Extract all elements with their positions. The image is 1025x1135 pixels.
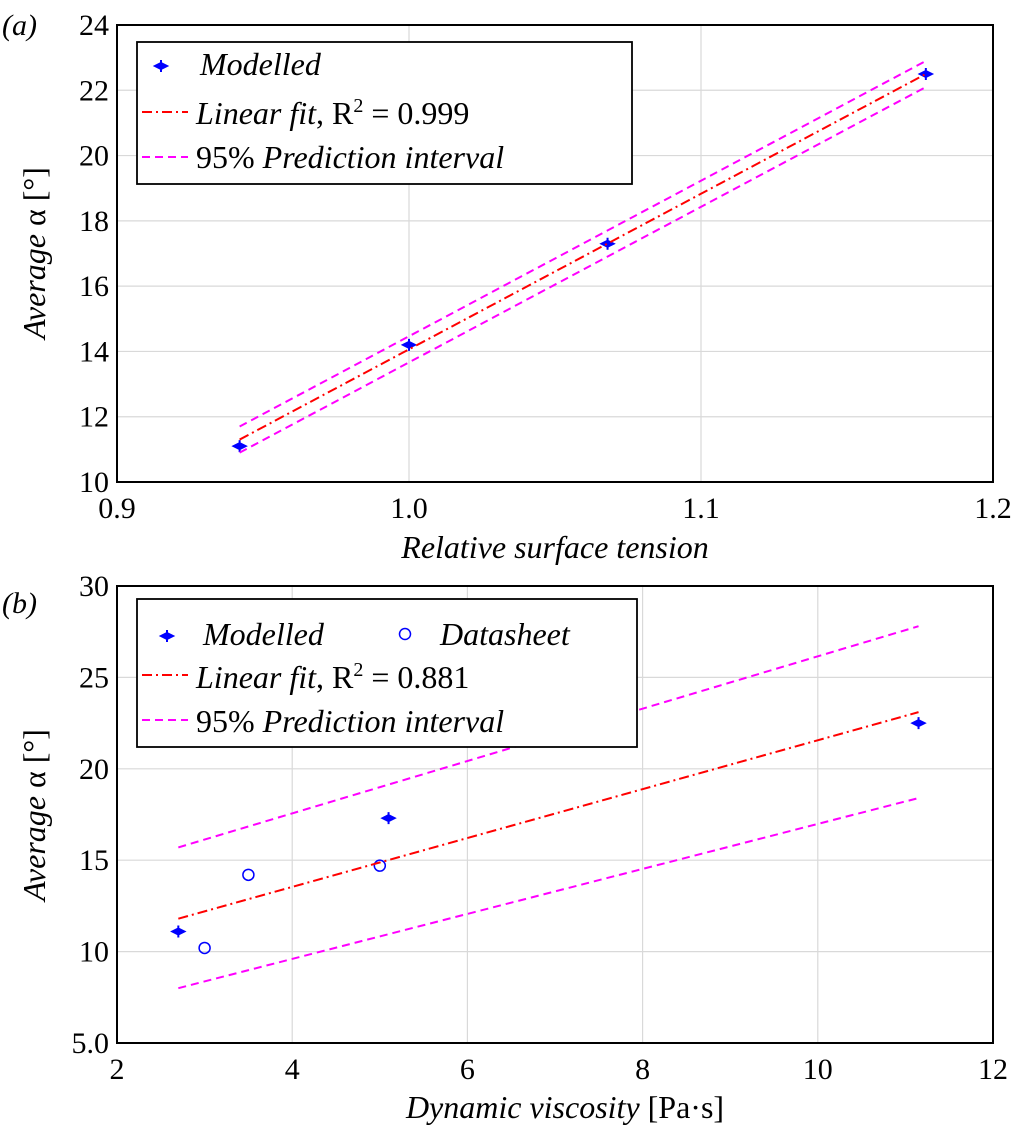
panel-a-y-tick-label: 18 <box>79 205 109 238</box>
panel-b-y-tick-label: 20 <box>79 753 109 786</box>
panel-b-y-label-plain: α [°] <box>16 729 52 796</box>
panel-a-y-tick-label: 16 <box>79 270 109 303</box>
panel-b-x-tick-label: 6 <box>460 1053 475 1086</box>
panel-b-x-label-plain: [Pa·s] <box>640 1089 724 1125</box>
panel-b-datasheet-point <box>373 859 387 872</box>
panel-b-95-prediction-interval-lower-line <box>178 797 919 990</box>
panel-b-x-tick-label: 2 <box>110 1053 125 1086</box>
panel-b-y-tick-label: 5.0 <box>72 1027 110 1060</box>
panel-b-legend: Modelled Datasheet Linear fit, R2 = 0.88… <box>136 598 638 748</box>
panel-b-y-tick-label: 25 <box>79 661 109 694</box>
panel-b-legend-pi-label: 95% Prediction interval <box>196 703 504 739</box>
panel-b-legend-modelled-marker <box>158 630 176 642</box>
panel-b-legend-box <box>136 598 638 748</box>
panel-a-linear-fit-line <box>239 73 927 441</box>
panel-a-legend-pi-plain: 95% <box>196 139 263 175</box>
panel-a-frame <box>116 24 994 483</box>
panel-a-legend-modelled-marker <box>152 60 170 72</box>
panel-a-modelled-point <box>231 440 248 453</box>
panel-b-x-label-italic: Dynamic viscosity <box>405 1089 641 1125</box>
panel-a-legend-pi-italic: Prediction interval <box>262 139 505 175</box>
panel-a-y-tick-label: 14 <box>79 335 109 368</box>
panel-b-series <box>170 625 927 990</box>
panel-b-label: (b) <box>2 587 37 620</box>
panel-a-legend-fit-sup: 2 <box>353 95 363 117</box>
panel-a-legend-fit-plain: , R <box>316 95 354 131</box>
panel-a-y-axis-label: Average α [°] <box>16 167 52 341</box>
panel-b-legend-datasheet-label: Datasheet <box>439 616 571 652</box>
panel-b-legend-pi-italic: Prediction interval <box>262 703 505 739</box>
panel-b-legend-pi-plain: 95% <box>196 703 263 739</box>
panel-b-modelled-point <box>380 812 397 825</box>
panel-a-legend-modelled-label: Modelled <box>199 46 322 82</box>
panel-a-legend-fit-italic: Linear fit <box>195 95 317 131</box>
panel-b-y-label-italic: Average <box>16 796 52 903</box>
panel-a-x-tick-label: 1.2 <box>974 492 1012 525</box>
panel-a-modelled-point <box>400 338 418 351</box>
panel-a-x-tick-label: 1.0 <box>390 492 428 525</box>
panel-a-x-axis-label: Relative surface tension <box>400 529 708 565</box>
panel-a-modelled-point <box>599 237 616 250</box>
panel-b-datasheet-point <box>242 868 255 882</box>
panel-a-legend-pi-label: 95% Prediction interval <box>196 139 504 175</box>
panel-a-y-tick-label: 22 <box>79 74 109 107</box>
panel-b-grid <box>117 586 993 1043</box>
panel-b-legend-fit-label: Linear fit, R2 = 0.881 <box>195 659 469 695</box>
panel-b-y-tick-label: 15 <box>79 844 109 877</box>
panel-b-x-tick-label: 4 <box>285 1053 300 1086</box>
panel-b-x-tick-label: 8 <box>635 1053 650 1086</box>
panel-b-ticks: 2 4 6 8 10 12 5.0 10 15 20 25 30 <box>72 570 1009 1086</box>
panel-b-x-axis-label: Dynamic viscosity [Pa·s] <box>405 1089 724 1125</box>
panel-a-series <box>231 60 935 454</box>
panel-a-ticks: 0.9 1.0 1.1 1.2 10 12 14 16 18 20 22 24 <box>79 9 1012 525</box>
panel-b-y-axis-label: Average α [°] <box>16 729 52 903</box>
panel-a-y-tick-label: 20 <box>79 140 109 173</box>
panel-b-frame <box>116 585 994 1044</box>
panel-b-95-prediction-interval-upper-line <box>178 625 919 849</box>
panel-b-datasheet-point <box>198 941 211 955</box>
panel-a-legend-fit-tail: = 0.999 <box>363 95 469 131</box>
panel-a-y-label-italic: Average <box>16 234 52 341</box>
panel-a-y-tick-label: 24 <box>79 9 109 42</box>
panel-a-legend: Modelled Linear fit, R2 = 0.999 95% Pred… <box>136 41 633 185</box>
panel-b-x-tick-label: 10 <box>803 1053 833 1086</box>
panel-a-x-tick-label: 1.1 <box>682 492 720 525</box>
panel-b-y-tick-label: 30 <box>79 570 109 603</box>
panel-b-y-tick-label: 10 <box>79 936 109 969</box>
panel-b: (b) 2 4 6 8 10 12 5.0 10 15 20 25 30 Dynamic viscos… <box>2 570 1008 1125</box>
panel-b-legend-fit-plain: , R <box>316 659 354 695</box>
panel-b-modelled-point <box>910 717 927 730</box>
panel-b-legend-fit-sup: 2 <box>353 659 363 681</box>
panel-b-linear-fit-line <box>178 711 919 920</box>
panel-b-modelled-point <box>170 925 187 938</box>
panel-b-legend-modelled-label: Modelled <box>202 616 325 652</box>
panel-a-y-tick-label: 12 <box>79 401 109 434</box>
panel-b-legend-fit-italic: Linear fit <box>195 659 317 695</box>
panel-b-x-tick-label: 12 <box>978 1053 1008 1086</box>
panel-a-modelled-point <box>917 67 935 80</box>
panel-a-label: (a) <box>2 9 37 42</box>
panel-a-y-tick-label: 10 <box>79 466 109 499</box>
panel-a-y-label-plain: α [°] <box>16 167 52 234</box>
panel-a: (a) 0.9 1.0 1.1 1.2 10 12 14 16 18 20 22 24 Relativ… <box>2 9 1012 565</box>
panel-b-legend-fit-tail: = 0.881 <box>363 659 469 695</box>
panel-a-legend-box <box>136 41 633 185</box>
panel-a-x-tick-label: 0.9 <box>98 492 136 525</box>
panel-a-legend-fit-label: Linear fit, R2 = 0.999 <box>195 95 469 131</box>
panel-b-legend-datasheet-marker <box>398 627 412 641</box>
